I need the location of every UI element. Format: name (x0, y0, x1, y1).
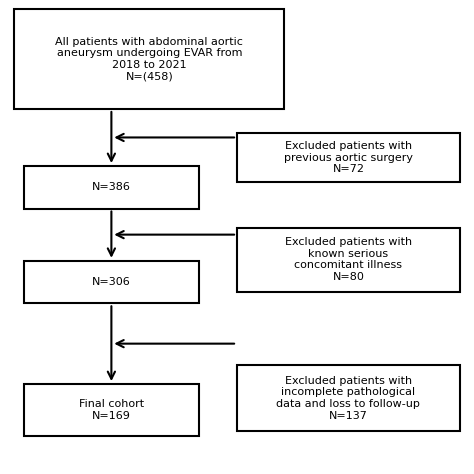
FancyBboxPatch shape (24, 384, 199, 436)
Text: N=306: N=306 (92, 277, 131, 287)
Text: N=386: N=386 (92, 182, 131, 192)
FancyBboxPatch shape (237, 133, 460, 182)
Text: All patients with abdominal aortic
aneurysm undergoing EVAR from
2018 to 2021
N=: All patients with abdominal aortic aneur… (55, 37, 243, 82)
Text: Excluded patients with
incomplete pathological
data and loss to follow-up
N=137: Excluded patients with incomplete pathol… (276, 376, 420, 420)
Text: Excluded patients with
previous aortic surgery
N=72: Excluded patients with previous aortic s… (284, 141, 413, 174)
FancyBboxPatch shape (237, 365, 460, 431)
FancyBboxPatch shape (237, 228, 460, 292)
FancyBboxPatch shape (24, 166, 199, 209)
Text: Final cohort
N=169: Final cohort N=169 (79, 399, 144, 421)
Text: Excluded patients with
known serious
concomitant illness
N=80: Excluded patients with known serious con… (285, 237, 412, 282)
FancyBboxPatch shape (14, 9, 284, 109)
FancyBboxPatch shape (24, 261, 199, 303)
